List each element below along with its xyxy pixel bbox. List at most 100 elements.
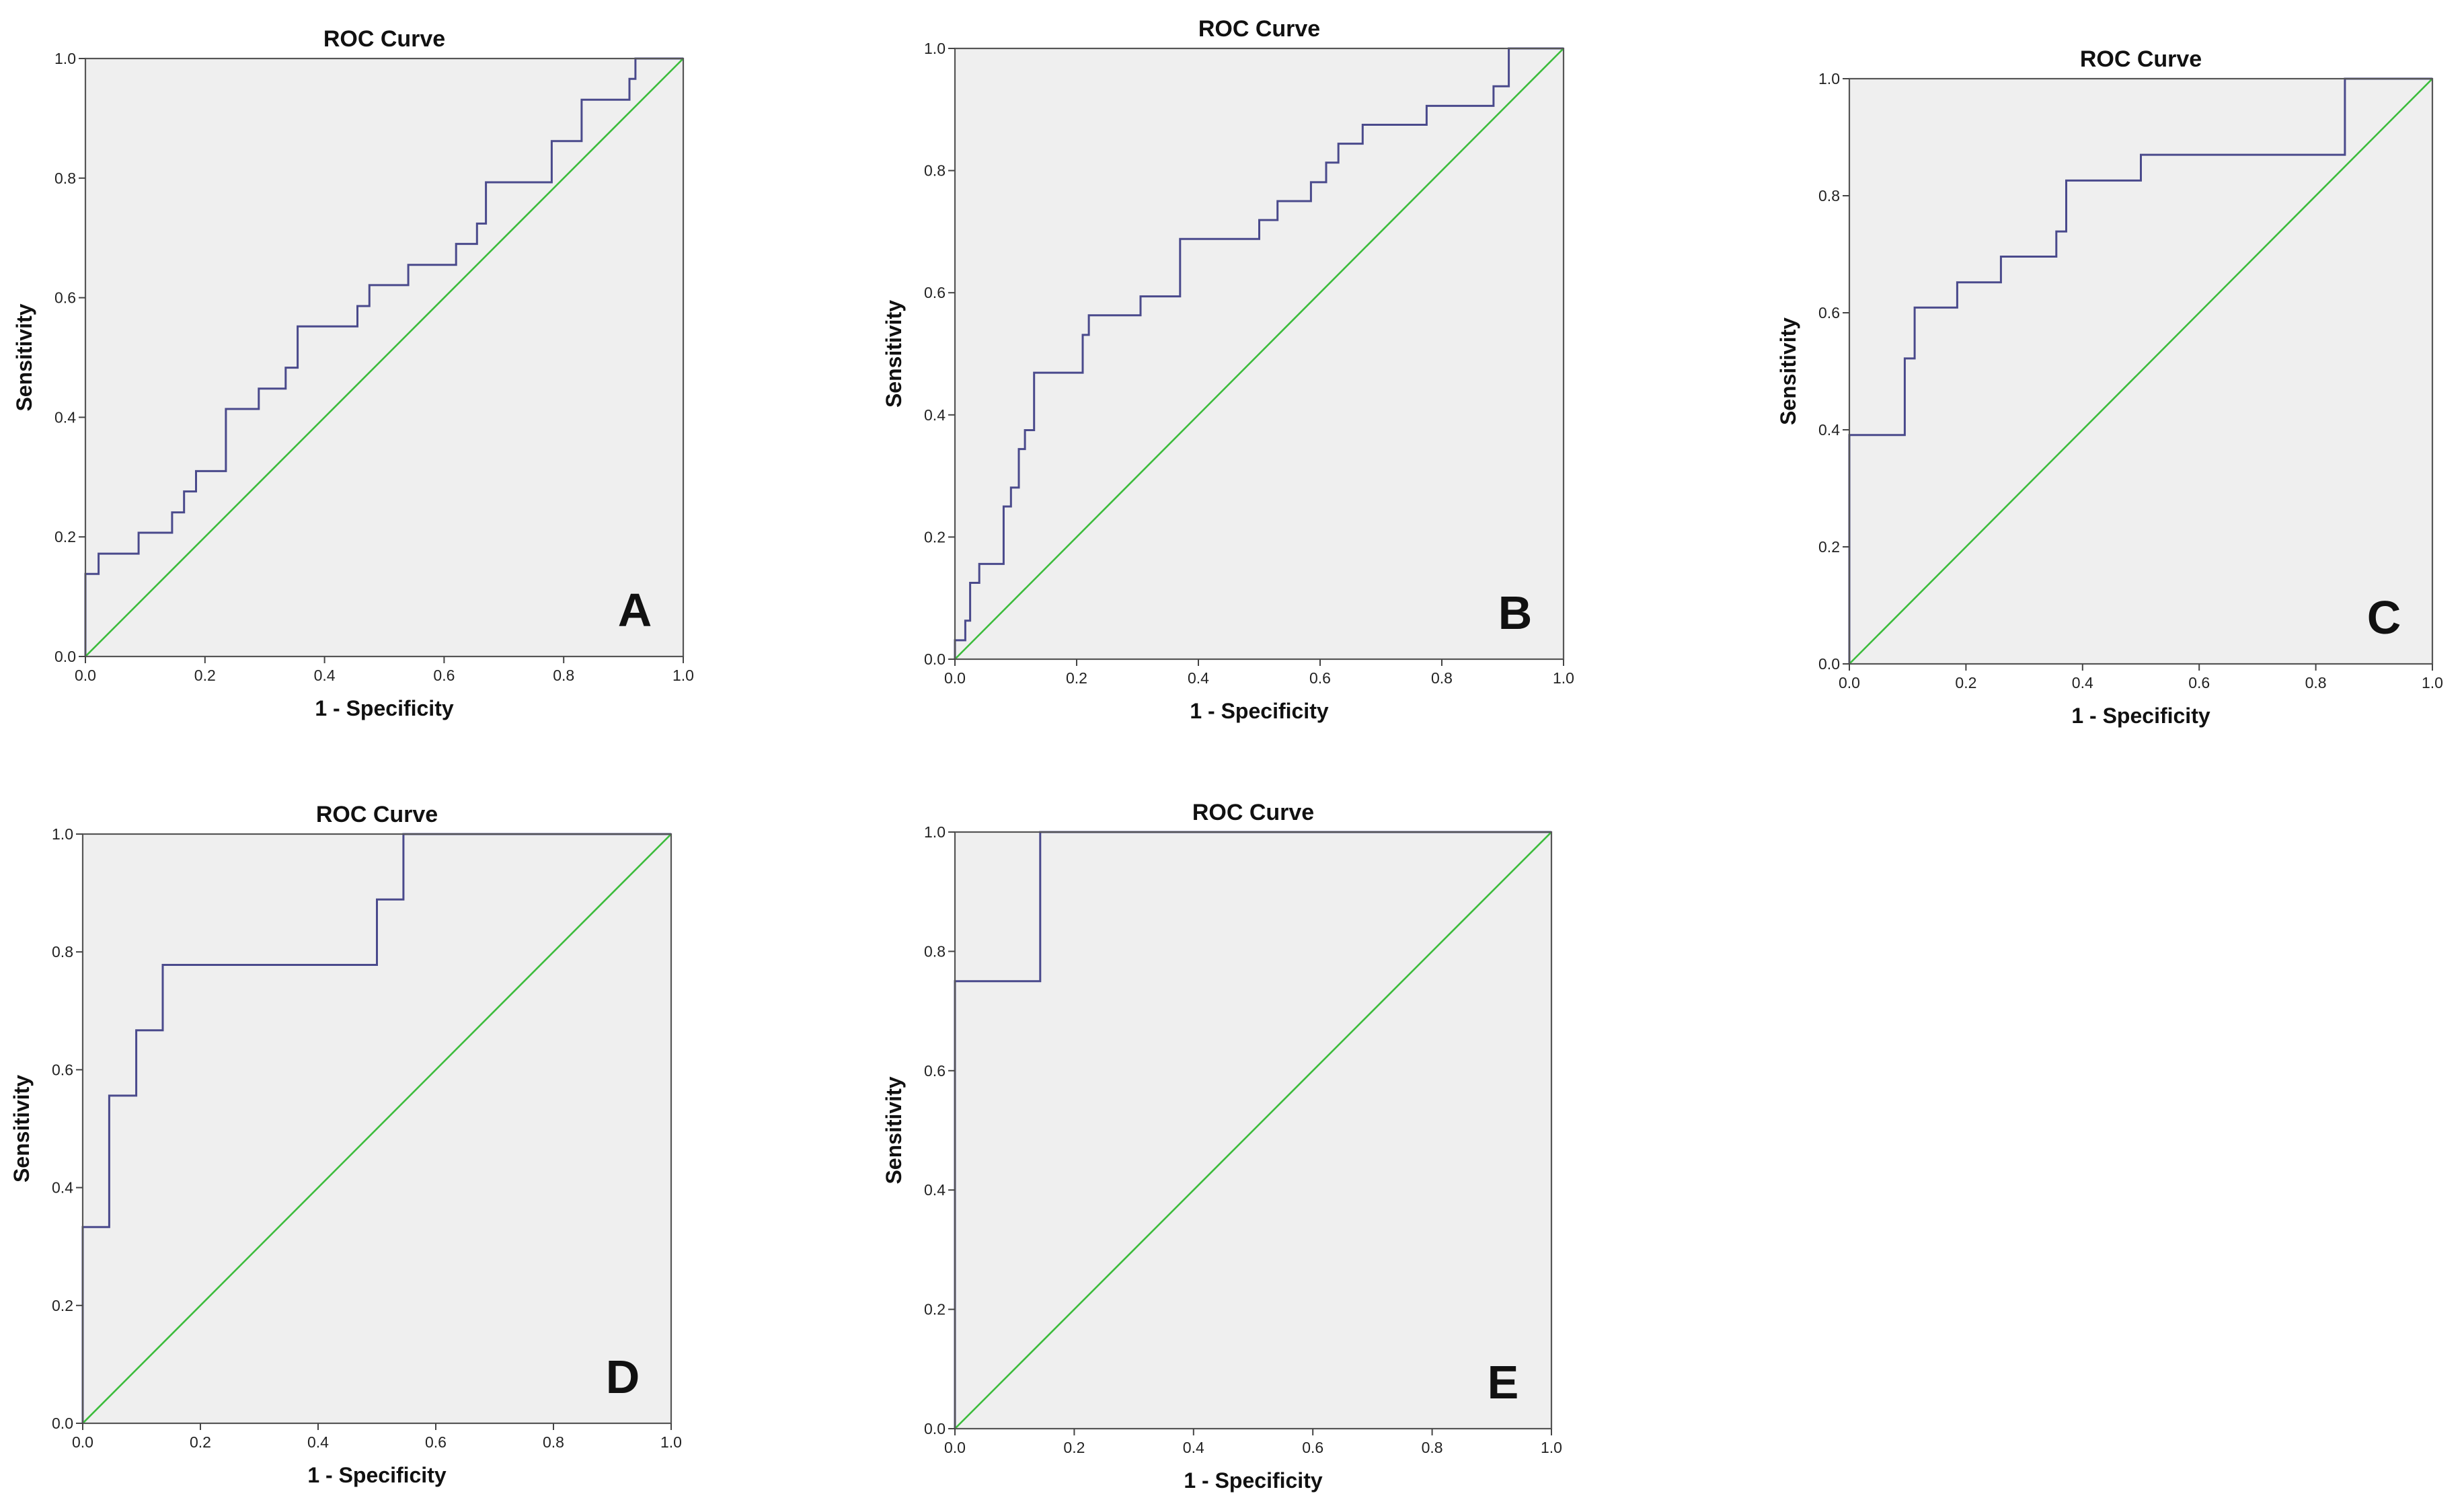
plot-frame [954, 831, 1553, 1430]
y-tick-label: 0.4 [54, 408, 76, 426]
x-tick-label: 0.4 [1188, 669, 1209, 687]
reference-diagonal-line [85, 58, 684, 657]
y-tick-label: 0.2 [924, 1301, 946, 1318]
panel-letter: C [2367, 591, 2401, 644]
x-tick-label: 0.8 [2305, 674, 2327, 691]
x-tick-label: 0.0 [1839, 674, 1860, 691]
plot-frame [954, 47, 1565, 661]
plot-frame [84, 57, 685, 658]
roc-panel-d: 0.00.0 0.2 0.2 0.4 0.4 0.6 0.6 0.8 0.8 1.0 1.0 ROC … [9, 802, 682, 1487]
y-tick-label: 0.8 [924, 162, 946, 180]
x-tick-label: 1.0 [660, 1433, 682, 1451]
y-tick-label: 1.0 [924, 823, 946, 841]
chart-title: ROC Curve [1192, 800, 1314, 825]
x-axis-label: 1 - Specificity [2071, 704, 2210, 728]
roc-curve-line [81, 833, 671, 1423]
x-axis-label: 1 - Specificity [1184, 1468, 1323, 1493]
y-tick-label: 0.0 [924, 650, 946, 668]
y-tick-label: 0.0 [52, 1415, 73, 1432]
x-tick-label: 0.4 [1183, 1439, 1204, 1456]
x-axis-label: 1 - Specificity [315, 696, 454, 720]
x-tick-label: 0.8 [1431, 669, 1453, 687]
y-tick-label: 1.0 [924, 40, 946, 57]
panel-letter: D [606, 1351, 640, 1403]
x-tick-label: 0.6 [1309, 669, 1331, 687]
x-tick-label: 0.2 [190, 1433, 211, 1451]
x-tick-label: 1.0 [1553, 669, 1574, 687]
y-tick-label: 0.0 [54, 648, 76, 665]
y-tick-label: 0.4 [1818, 421, 1840, 439]
reference-diagonal-line [1849, 78, 2433, 665]
roc-curve-line [1848, 77, 2432, 664]
y-tick-label: 0.6 [924, 284, 946, 301]
y-tick-label: 0.6 [924, 1062, 946, 1080]
y-axis-label: Sensitivity [1776, 317, 1800, 425]
x-tick-label: 1.0 [1541, 1439, 1562, 1456]
reference-diagonal-line [954, 48, 1564, 660]
x-tick-label: 0.8 [1422, 1439, 1443, 1456]
y-tick-label: 0.6 [54, 289, 76, 307]
x-tick-label: 0.6 [433, 667, 455, 684]
roc-curve-line [954, 47, 1564, 659]
x-tick-label: 0.8 [543, 1433, 564, 1451]
y-axis-label: Sensitivity [882, 300, 906, 408]
x-tick-label: 0.4 [2072, 674, 2093, 691]
y-axis-label: Sensitivity [9, 1075, 34, 1182]
panel-letter: B [1498, 587, 1533, 639]
x-tick-label: 0.4 [314, 667, 336, 684]
y-axis-label: Sensitivity [12, 303, 36, 411]
y-tick-label: 1.0 [1818, 70, 1840, 87]
panel-letter: E [1488, 1356, 1519, 1408]
x-tick-label: 0.2 [1066, 669, 1087, 687]
x-tick-label: 0.8 [553, 667, 574, 684]
y-tick-label: 0.6 [1818, 304, 1840, 322]
x-tick-label: 1.0 [672, 667, 694, 684]
x-tick-label: 0.2 [1063, 1439, 1085, 1456]
reference-diagonal-line [954, 831, 1552, 1429]
chart-title: ROC Curve [2080, 46, 2202, 72]
y-tick-label: 0.4 [924, 406, 946, 424]
x-tick-label: 0.4 [307, 1433, 329, 1451]
y-tick-label: 0.4 [924, 1181, 946, 1199]
chart-title: ROC Curve [1198, 16, 1320, 42]
x-axis-label: 1 - Specificity [1190, 699, 1329, 723]
roc-panel-a: 0.0 0.0 0.2 0.2 0.4 0.4 0.6 0.6 0.8 0.8 1.0 1.0 ROC … [12, 26, 694, 720]
y-tick-label: 0.4 [52, 1179, 73, 1197]
y-tick-label: 0.2 [54, 528, 76, 546]
x-tick-label: 0.6 [425, 1433, 447, 1451]
x-tick-label: 0.6 [1302, 1439, 1323, 1456]
plot-frame [1848, 77, 2434, 665]
y-tick-label: 0.8 [1818, 187, 1840, 204]
roc-curve-line [84, 57, 683, 656]
y-tick-label: 0.2 [924, 528, 946, 546]
roc-panel-c: 0.00.0 0.2 0.2 0.4 0.4 0.6 0.6 0.8 0.8 1.0 1.0 ROC … [1776, 46, 2443, 728]
x-tick-label: 0.0 [72, 1433, 93, 1451]
x-tick-label: 0.6 [2188, 674, 2210, 691]
x-tick-label: 0.2 [1955, 674, 1976, 691]
x-axis-label: 1 - Specificity [307, 1463, 447, 1487]
y-tick-label: 0.2 [1818, 538, 1840, 556]
panel-letter: A [618, 584, 652, 636]
y-tick-label: 0.0 [924, 1420, 946, 1437]
y-tick-label: 0.2 [52, 1297, 73, 1314]
y-tick-label: 0.6 [52, 1061, 73, 1078]
plot-frame [81, 833, 672, 1425]
y-tick-label: 1.0 [52, 825, 73, 843]
y-tick-label: 0.0 [1818, 655, 1840, 673]
x-tick-label: 0.0 [944, 669, 966, 687]
x-tick-label: 0.2 [194, 667, 216, 684]
chart-title: ROC Curve [323, 26, 445, 52]
y-tick-label: 0.8 [924, 942, 946, 960]
y-tick-label: 0.8 [54, 170, 76, 187]
x-tick-label: 0.0 [75, 667, 96, 684]
y-axis-label: Sensitivity [882, 1076, 906, 1184]
y-tick-label: 1.0 [54, 50, 76, 67]
reference-diagonal-line [82, 833, 672, 1424]
x-tick-label: 0.0 [944, 1439, 966, 1456]
chart-title: ROC Curve [316, 802, 438, 827]
roc-panel-b: 0.00.0 0.2 0.2 0.4 0.4 0.6 0.6 0.8 0.8 1.0 1.0 ROC … [882, 16, 1574, 723]
y-tick-label: 0.8 [52, 943, 73, 961]
x-tick-label: 1.0 [2422, 674, 2443, 691]
roc-panel-e: 0.0 0.0 0.2 0.2 0.4 0.4 0.6 0.6 0.8 0.8 1.0 1.0 ROC … [882, 800, 1562, 1493]
